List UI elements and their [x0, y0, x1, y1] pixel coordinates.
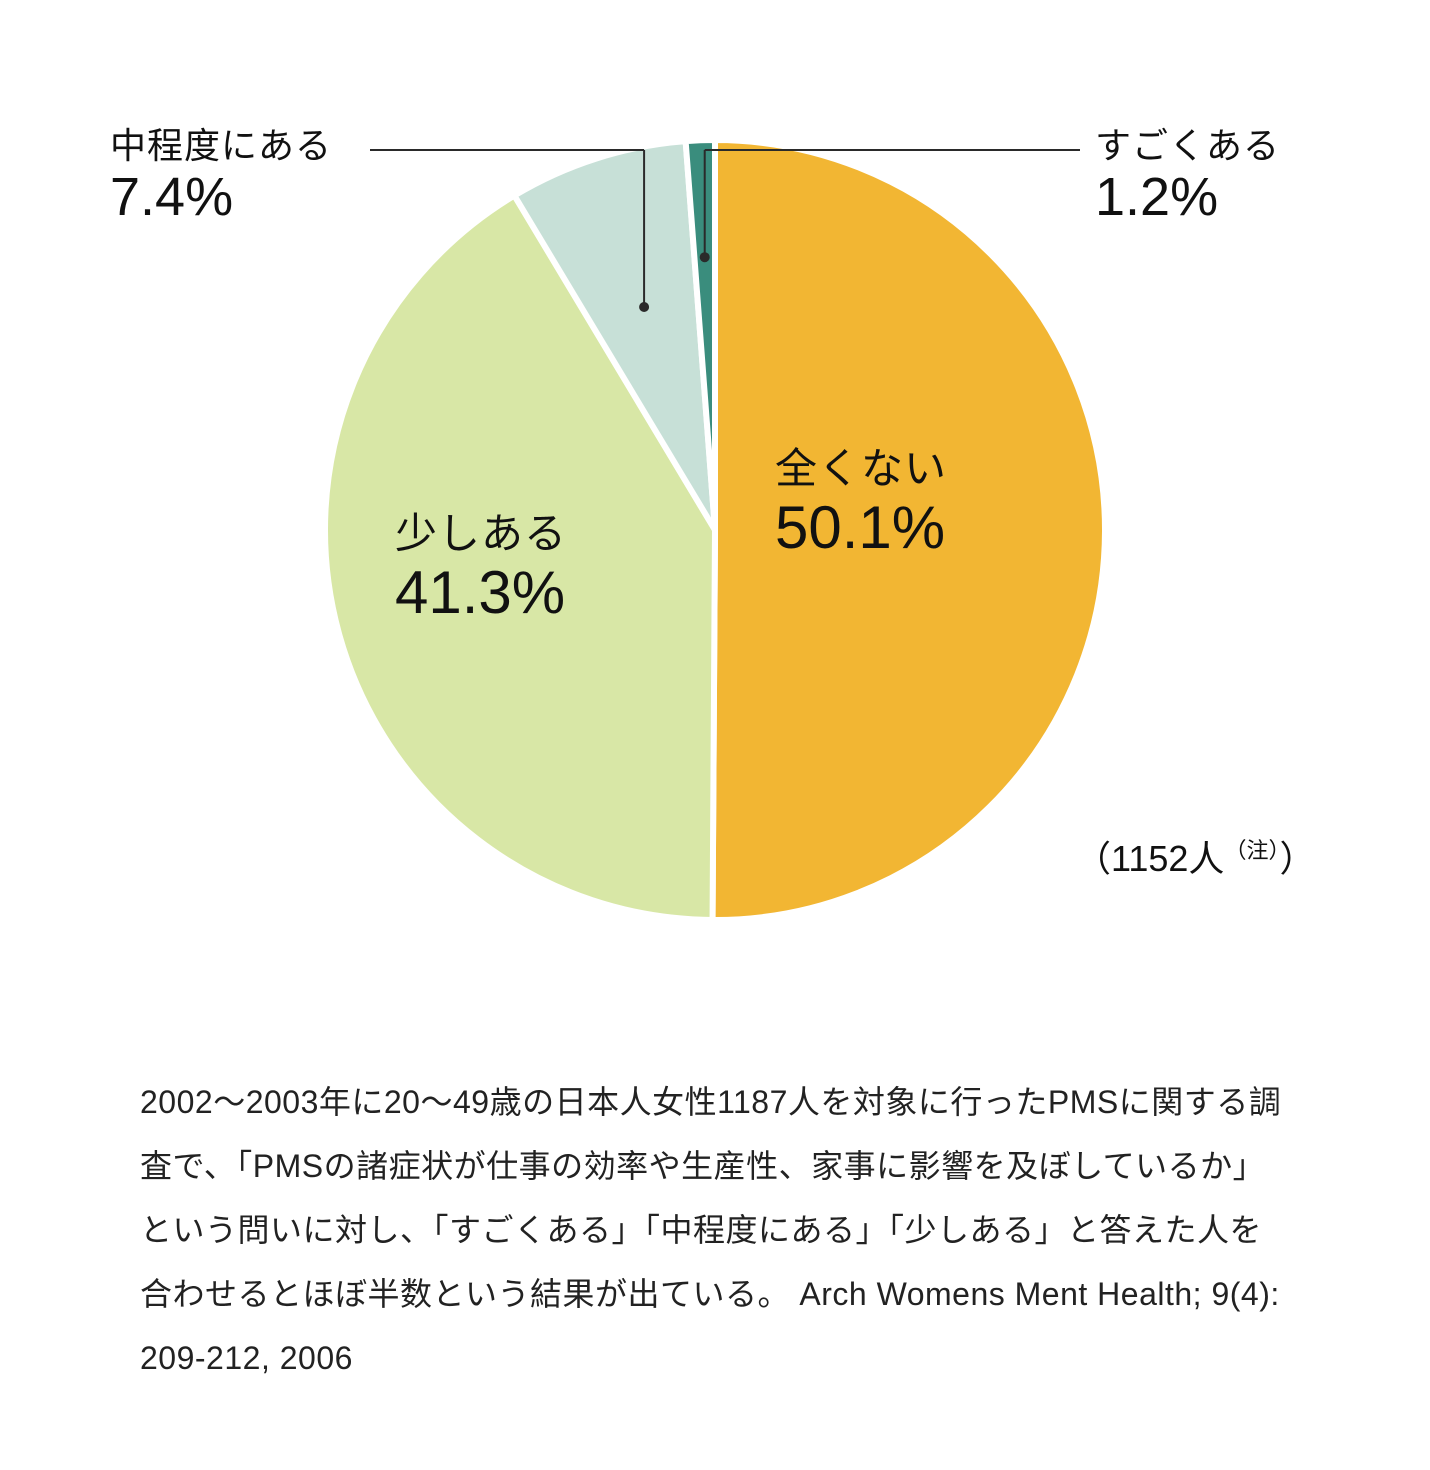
page: 中程度にある 7.4% すごくある 1.2% 全くない 50.1% 少しある 4…	[0, 0, 1430, 1470]
sample-size-note: （1152人（注））	[1075, 830, 1315, 882]
slice-label-none-text: 全くない	[775, 445, 947, 493]
slice-label-none: 全くない 50.1%	[775, 445, 947, 562]
sample-sup: （注）	[1224, 838, 1279, 863]
sample-prefix: （	[1075, 838, 1111, 879]
slice-value-none: 50.1%	[775, 493, 947, 562]
sample-suffix: ）	[1279, 838, 1315, 879]
slice-label-lots-text: すごくある	[1095, 125, 1280, 166]
caption-text: 2002〜2003年に20〜49歳の日本人女性1187人を対象に行ったPMSに関…	[140, 1070, 1290, 1390]
slice-label-little-text: 少しある	[395, 510, 567, 558]
slice-value-lots: 1.2%	[1095, 166, 1280, 228]
slice-label-moderate-text: 中程度にある	[110, 125, 332, 166]
sample-count: 1152人	[1111, 838, 1224, 879]
slice-label-lots: すごくある 1.2%	[1095, 125, 1280, 228]
chart-area: 中程度にある 7.4% すごくある 1.2% 全くない 50.1% 少しある 4…	[0, 110, 1430, 1010]
slice-label-little: 少しある 41.3%	[395, 510, 567, 627]
slice-value-little: 41.3%	[395, 558, 567, 627]
slice-label-moderate: 中程度にある 7.4%	[110, 125, 332, 228]
slice-value-moderate: 7.4%	[110, 166, 332, 228]
